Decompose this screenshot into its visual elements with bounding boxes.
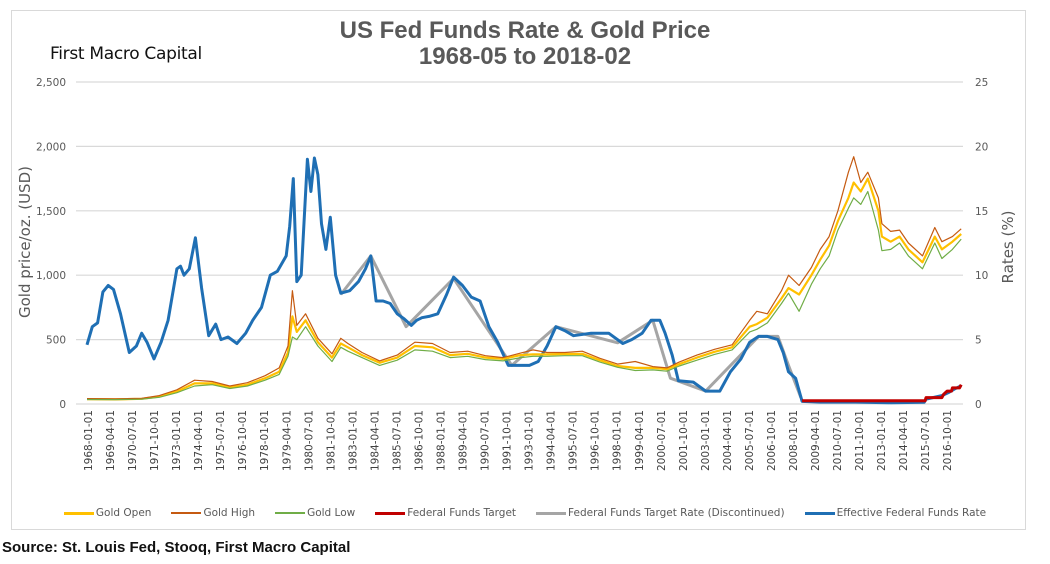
series-lines <box>85 156 963 405</box>
x-tick-label: 1986-10-01 <box>413 410 425 471</box>
x-tick-label: 2016-10-01 <box>942 410 954 471</box>
legend-swatch <box>804 511 835 515</box>
y2-tick-label: 15 <box>975 206 988 218</box>
legend-swatch <box>375 511 406 515</box>
legend-label: Federal Funds Target <box>407 507 517 519</box>
x-tick-label: 2003-01-01 <box>700 410 712 471</box>
legend-label: Gold High <box>203 507 256 519</box>
series-line-federal-funds-target <box>802 383 963 403</box>
x-tick-label: 2005-07-01 <box>744 410 756 471</box>
x-tick-label: 1971-10-01 <box>149 410 161 471</box>
y-axis-left-ticks: 0 500 1,000 1,500 2,000 2,500 <box>36 77 66 411</box>
y-tick-label: 2,000 <box>36 141 66 153</box>
x-tick-label: 1983-01-01 <box>347 410 359 471</box>
legend-label: Effective Federal Funds Rate <box>836 507 987 519</box>
x-tick-label: 2009-04-01 <box>810 410 822 471</box>
series-line-gold-low <box>86 190 962 401</box>
x-tick-label: 2001-10-01 <box>678 410 690 471</box>
y-tick-label: 1,500 <box>36 206 66 218</box>
brand-label: First Macro Capital <box>50 44 202 64</box>
x-tick-label: 1985-07-01 <box>391 410 403 471</box>
x-axis-ticks: 1968-01-01 1969-04-01 1970-07-01 1971-10-01… <box>83 410 954 471</box>
chart-title-line-2: 1968-05 to 2018-02 <box>418 43 632 70</box>
x-tick-label: 2006-10-01 <box>766 410 778 471</box>
series-line-gold-open <box>86 177 962 401</box>
y-axis-right-label: Rates (%) <box>999 211 1017 284</box>
x-tick-label: 2010-07-01 <box>832 410 844 471</box>
legend: Gold Open Gold High Gold Low Federal Funds … <box>0 507 1050 519</box>
legend-label: Gold Open <box>95 507 152 519</box>
series-line-gold-high <box>86 156 962 400</box>
x-tick-label: 1989-04-01 <box>458 410 470 471</box>
x-tick-label: 1976-10-01 <box>237 410 249 471</box>
x-tick-label: 2011-10-01 <box>854 410 866 471</box>
x-tick-label: 2004-04-01 <box>722 410 734 471</box>
x-tick-label: 1970-07-01 <box>127 410 139 471</box>
y2-tick-label: 0 <box>975 399 982 411</box>
x-tick-label: 2015-07-01 <box>920 410 932 471</box>
x-tick-label: 1979-04-01 <box>281 410 293 471</box>
x-tick-label: 2008-01-01 <box>788 410 800 471</box>
y2-tick-label: 10 <box>975 270 988 282</box>
legend-label: Federal Funds Target Rate (Discontinued) <box>568 507 785 519</box>
y2-tick-label: 20 <box>975 141 988 153</box>
x-tick-label: 1994-04-01 <box>546 410 558 471</box>
x-tick-label: 1991-10-01 <box>502 410 514 471</box>
y2-tick-label: 25 <box>975 77 988 89</box>
x-tick-label: 1975-07-01 <box>215 410 227 471</box>
legend-item-gold-high: Gold High <box>171 507 255 519</box>
x-tick-label: 1998-01-01 <box>612 410 624 471</box>
y-tick-label: 0 <box>59 399 66 411</box>
y-axis-right-ticks: 0 5 10 15 20 25 <box>975 77 988 411</box>
y-axis-left-label: Gold price/oz. (USD) <box>16 166 34 318</box>
legend-item-effective-federal-funds-rate: Effective Federal Funds Rate <box>804 507 987 519</box>
series-line-federal-funds-target-rate-discontinued <box>339 254 803 399</box>
x-tick-label: 1980-07-01 <box>303 410 315 471</box>
chart-title: US Fed Funds Rate & Gold Price 1968-05 t… <box>0 18 1050 70</box>
legend-swatch <box>275 512 306 514</box>
chart-frame <box>11 10 1026 530</box>
x-tick-label: 1990-07-01 <box>480 410 492 471</box>
x-tick-label: 1999-04-01 <box>634 410 646 471</box>
legend-item-gold-open: Gold Open <box>63 507 152 519</box>
legend-label: Gold Low <box>307 507 356 519</box>
x-tick-label: 1993-01-01 <box>524 410 536 471</box>
legend-swatch <box>171 512 202 514</box>
x-tick-label: 2000-07-01 <box>656 410 668 471</box>
source-note: Source: St. Louis Fed, Stooq, First Macr… <box>2 539 351 556</box>
x-tick-label: 2013-01-01 <box>876 410 888 471</box>
x-tick-label: 1969-04-01 <box>105 410 117 471</box>
chart-title-line-1: US Fed Funds Rate & Gold Price <box>339 17 711 44</box>
y2-tick-label: 5 <box>975 335 982 347</box>
x-tick-label: 1996-10-01 <box>590 410 602 471</box>
x-tick-label: 1981-10-01 <box>325 410 337 471</box>
legend-item-federal-funds-target-rate-discontinued: Federal Funds Target Rate (Discontinued) <box>536 507 785 519</box>
series-line-effective-federal-funds-rate <box>85 156 962 405</box>
x-tick-label: 1974-04-01 <box>193 410 205 471</box>
y-tick-label: 500 <box>46 335 66 347</box>
legend-item-gold-low: Gold Low <box>275 507 355 519</box>
x-tick-label: 1984-04-01 <box>369 410 381 471</box>
x-tick-label: 2014-04-01 <box>898 410 910 471</box>
x-tick-label: 1978-01-01 <box>259 410 271 471</box>
x-tick-label: 1988-01-01 <box>435 410 447 471</box>
legend-swatch <box>536 511 567 515</box>
legend-item-federal-funds-target: Federal Funds Target <box>375 507 516 519</box>
x-tick-label: 1973-01-01 <box>171 410 183 471</box>
y-tick-label: 2,500 <box>36 77 66 89</box>
x-tick-label: 1968-01-01 <box>83 410 95 471</box>
y-tick-label: 1,000 <box>36 270 66 282</box>
x-tick-label: 1995-07-01 <box>568 410 580 471</box>
legend-swatch <box>63 511 94 515</box>
